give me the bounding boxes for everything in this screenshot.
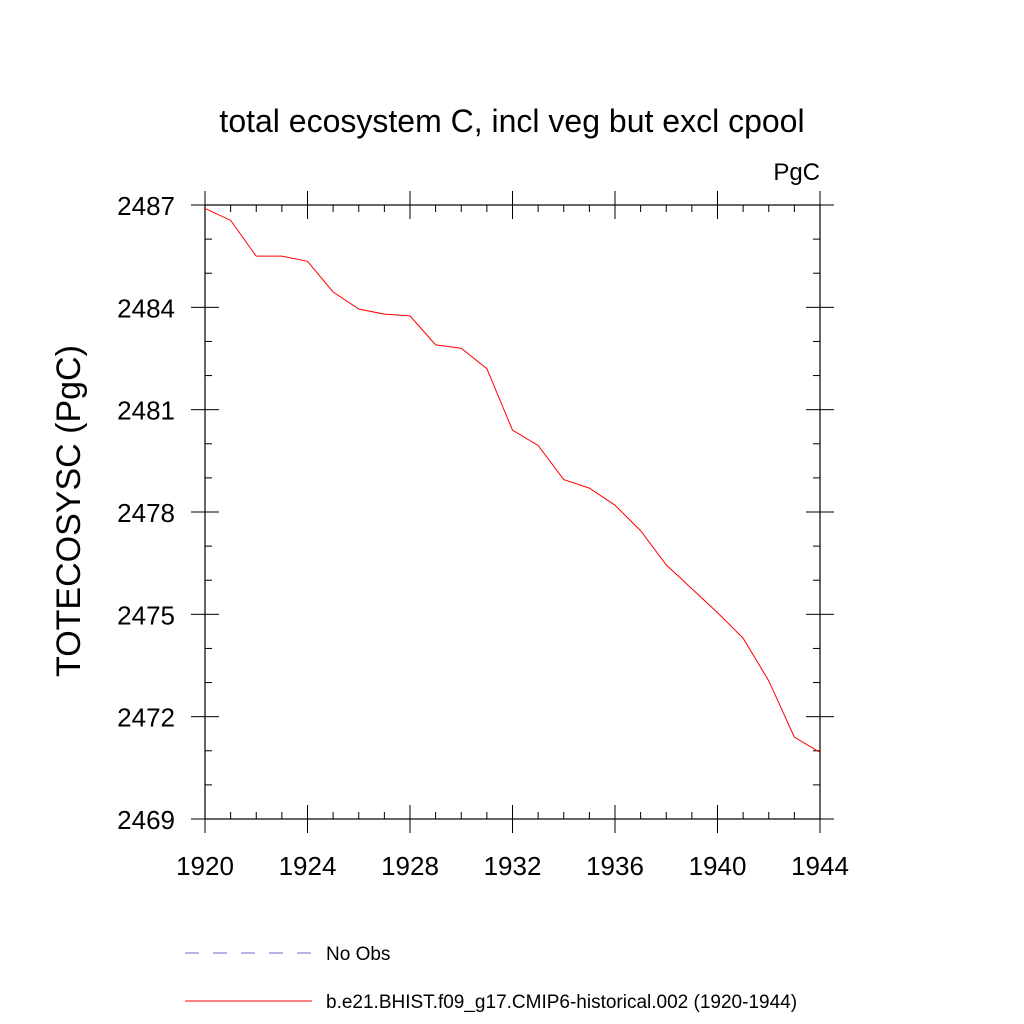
y-axis-label: TOTECOSYSC (PgC) — [50, 345, 88, 677]
x-tick-label: 1928 — [381, 851, 439, 881]
x-tick-label: 1932 — [484, 851, 542, 881]
y-tick-label: 2487 — [117, 191, 175, 221]
axis-ticks — [191, 191, 834, 833]
x-tick-label: 1936 — [586, 851, 644, 881]
tick-labels: 1920 1924 1928 1932 1936 1940 1944 2469 2472 2475… — [117, 191, 849, 881]
x-tick-label: 1944 — [791, 851, 849, 881]
y-tick-label: 2481 — [117, 396, 175, 426]
legend-label-no-obs: No Obs — [326, 944, 390, 965]
y-tick-label: 2475 — [117, 600, 175, 630]
y-tick-label: 2469 — [117, 805, 175, 835]
y-tick-label: 2484 — [117, 293, 175, 323]
plot-frame — [204, 204, 821, 820]
x-tick-label: 1940 — [689, 851, 747, 881]
series-layer — [204, 207, 821, 753]
series-line — [204, 207, 821, 753]
x-tick-label: 1924 — [279, 851, 337, 881]
legend-label-historical: b.e21.BHIST.f09_g17.CMIP6-historical.002… — [326, 992, 797, 1013]
chart-title: total ecosystem C, incl veg but excl cpo… — [219, 103, 804, 139]
y-tick-label: 2472 — [117, 703, 175, 733]
y-tick-label: 2478 — [117, 498, 175, 528]
x-tick-label: 1920 — [176, 851, 234, 881]
legend: No Obs b.e21.BHIST.f09_g17.CMIP6-histori… — [185, 944, 797, 1013]
units-label: PgC — [773, 159, 820, 186]
